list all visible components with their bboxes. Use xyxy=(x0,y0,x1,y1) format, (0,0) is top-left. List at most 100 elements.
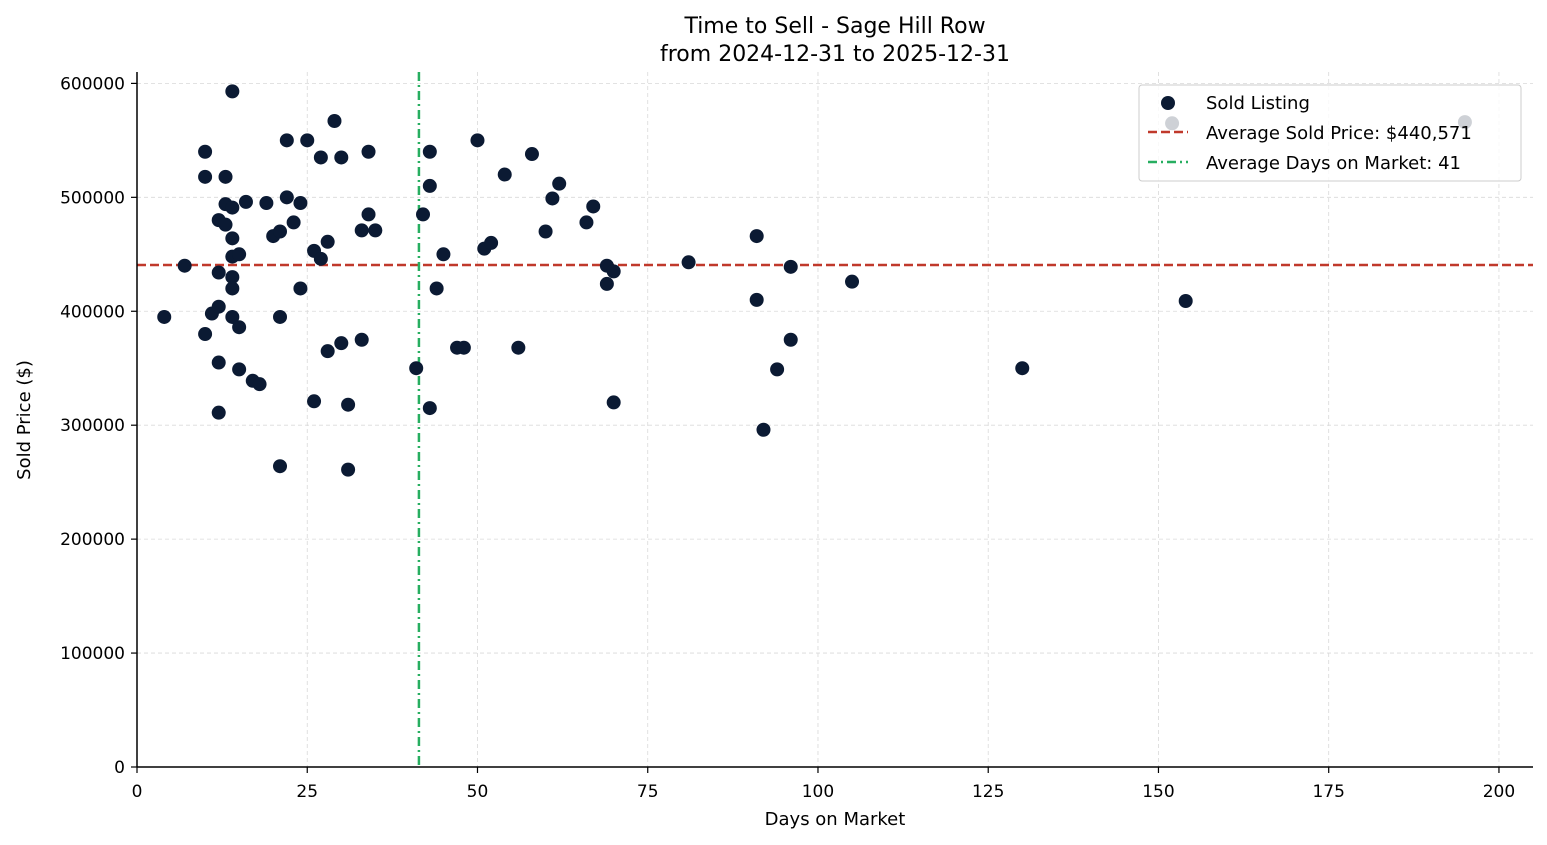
data-point xyxy=(279,133,294,148)
legend: Sold Listing Average Sold Price: $440,57… xyxy=(1138,84,1522,182)
data-point xyxy=(409,361,424,376)
data-point xyxy=(783,332,798,347)
data-point xyxy=(354,332,369,347)
data-point xyxy=(211,299,226,314)
data-point xyxy=(484,235,499,250)
data-point xyxy=(606,395,621,410)
data-point xyxy=(749,229,764,244)
data-point xyxy=(1015,361,1030,376)
legend-marker-points xyxy=(1161,96,1175,110)
data-point xyxy=(313,251,328,266)
data-point xyxy=(232,320,247,335)
data-point xyxy=(320,234,335,249)
chart-title: Time to Sell - Sage Hill Row xyxy=(683,14,985,39)
data-point xyxy=(341,462,356,477)
data-point xyxy=(273,309,288,324)
data-point xyxy=(327,113,342,128)
data-point xyxy=(177,258,192,273)
y-tick-label: 400000 xyxy=(60,302,125,322)
data-point xyxy=(259,196,274,211)
data-point xyxy=(300,133,315,148)
data-point xyxy=(238,194,253,209)
x-axis-label: Days on Market xyxy=(765,809,906,830)
data-point xyxy=(599,276,614,291)
data-point xyxy=(286,215,301,230)
data-point xyxy=(470,133,485,148)
data-point xyxy=(422,401,437,416)
data-point xyxy=(429,281,444,296)
data-point xyxy=(341,397,356,412)
legend-label-avg-price: Average Sold Price: $440,571 xyxy=(1206,123,1472,144)
x-tick-label: 150 xyxy=(1142,782,1174,802)
data-point xyxy=(845,274,860,289)
data-point xyxy=(279,190,294,205)
data-point xyxy=(225,84,240,99)
legend-box xyxy=(1138,84,1522,182)
data-point xyxy=(198,144,213,159)
legend-label-avg-days: Average Days on Market: 41 xyxy=(1206,153,1461,174)
data-point xyxy=(579,215,594,230)
x-tick-label: 25 xyxy=(296,782,318,802)
data-point xyxy=(545,191,560,206)
data-point xyxy=(783,259,798,274)
data-point xyxy=(524,147,539,162)
data-point xyxy=(232,247,247,262)
data-point xyxy=(211,405,226,420)
data-point xyxy=(368,223,383,238)
data-point xyxy=(232,362,247,377)
data-point xyxy=(416,207,431,222)
data-point xyxy=(334,336,349,351)
legend-label-points: Sold Listing xyxy=(1206,93,1310,114)
data-point xyxy=(756,422,771,437)
x-tick-label: 200 xyxy=(1483,782,1515,802)
data-point xyxy=(456,340,471,355)
data-point xyxy=(225,270,240,285)
y-axis-ticks: 0 100000 200000 300000 400000 500000 600000 xyxy=(60,74,137,778)
data-point xyxy=(606,264,621,279)
x-tick-label: 0 xyxy=(132,782,143,802)
data-point xyxy=(538,224,553,239)
data-point xyxy=(252,377,267,392)
data-point xyxy=(225,231,240,246)
data-point xyxy=(497,167,512,182)
data-point xyxy=(1178,294,1193,309)
data-point xyxy=(307,394,322,409)
x-axis-ticks: 0 25 50 75 100 125 150 175 200 xyxy=(132,767,1515,802)
data-point xyxy=(511,340,526,355)
x-tick-label: 125 xyxy=(972,782,1004,802)
x-tick-label: 100 xyxy=(802,782,834,802)
x-tick-label: 75 xyxy=(637,782,659,802)
data-point xyxy=(218,169,233,184)
data-point xyxy=(361,207,376,222)
y-axis-label: Sold Price ($) xyxy=(14,360,35,480)
data-point xyxy=(436,247,451,262)
data-point xyxy=(422,178,437,193)
data-point xyxy=(273,459,288,474)
data-point xyxy=(157,309,172,324)
data-point xyxy=(320,344,335,359)
x-tick-label: 50 xyxy=(467,782,489,802)
y-tick-label: 300000 xyxy=(60,416,125,436)
data-point xyxy=(361,144,376,159)
y-tick-label: 600000 xyxy=(60,74,125,94)
data-point xyxy=(225,200,240,215)
data-point xyxy=(198,327,213,342)
data-point xyxy=(586,199,601,214)
data-point xyxy=(552,176,567,191)
data-point xyxy=(313,150,328,165)
y-tick-label: 200000 xyxy=(60,530,125,550)
y-tick-label: 0 xyxy=(114,758,125,778)
data-point xyxy=(293,196,308,211)
data-point xyxy=(198,169,213,184)
data-point xyxy=(422,144,437,159)
data-point xyxy=(770,362,785,377)
data-point xyxy=(354,223,369,238)
data-point xyxy=(681,255,696,270)
chart-subtitle: from 2024-12-31 to 2025-12-31 xyxy=(660,42,1010,67)
y-tick-label: 500000 xyxy=(60,188,125,208)
data-point xyxy=(211,265,226,280)
data-point xyxy=(334,150,349,165)
data-point xyxy=(211,355,226,370)
data-point xyxy=(293,281,308,296)
